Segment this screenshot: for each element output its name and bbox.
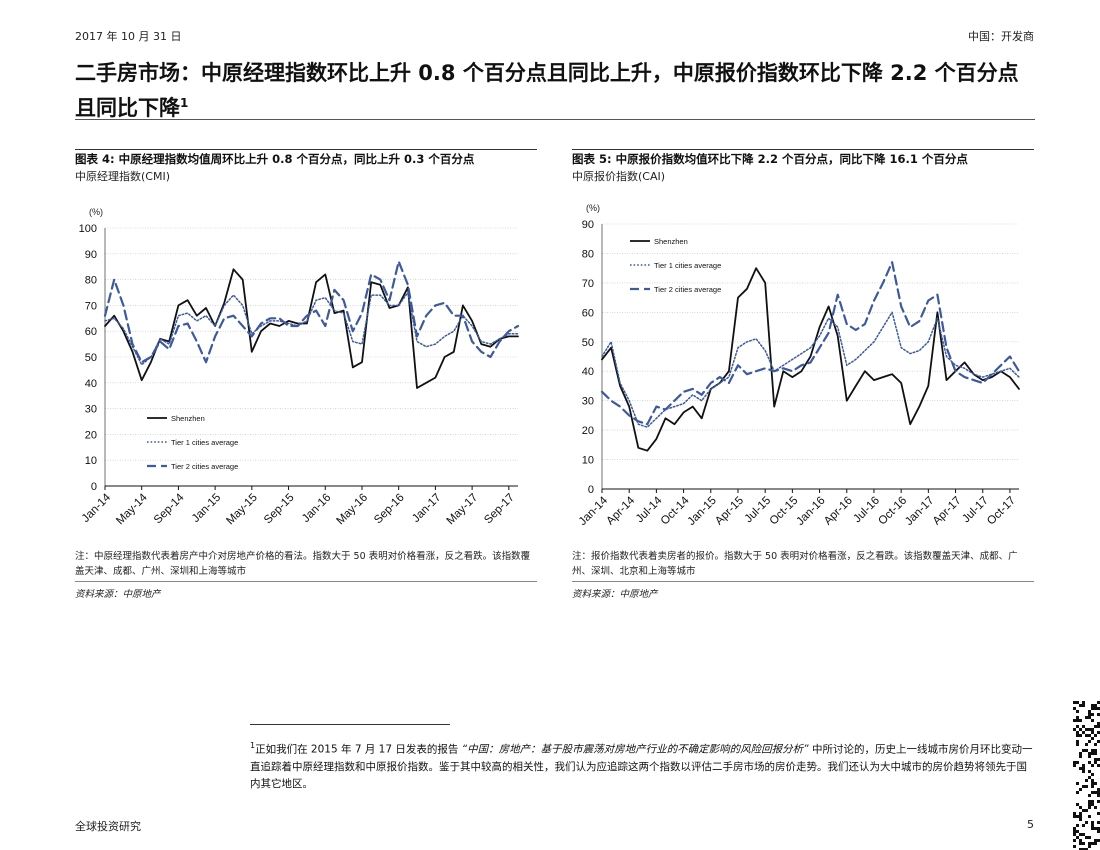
footnote-report-title: “中国：房地产：基于股市震荡对房地产行业的不确定影响的风险回报分析” (461, 743, 809, 756)
x-tick-label: May-17 (445, 492, 481, 528)
y-tick-label: 90 (85, 249, 97, 261)
x-tick-label: Jan-14 (577, 494, 611, 528)
x-tick-label: Jan-17 (903, 495, 936, 528)
footer-left: 全球投资研究 (75, 820, 141, 833)
figure-4-source: 资料来源：中原地产 (75, 589, 161, 600)
y-tick-label: 10 (85, 455, 97, 467)
x-tick-label: Apr-16 (822, 495, 855, 528)
y-tick-label: 90 (582, 219, 594, 231)
figure-5-note: 注：报价指数代表着卖房者的报价。指数大于 50 表明对价格看涨，反之看跌。该指数… (572, 551, 1018, 577)
x-tick-label: Oct-17 (985, 495, 1018, 528)
cai-chart: (%)0102030405060708090Jan-14Apr-14Jul-14… (577, 203, 1021, 528)
legend-label: Tier 1 cities average (171, 438, 238, 447)
figure-4-note: 注：中原经理指数代表着房产中介对房地产价格的看法。指数大于 50 表明对价格看涨… (75, 551, 531, 577)
y-axis-unit-label: (%) (586, 203, 600, 213)
x-tick-label: Apr-15 (713, 495, 746, 528)
x-tick-label: Sep-16 (372, 492, 407, 527)
figure-5-source: 资料来源：中原地产 (572, 589, 658, 600)
x-tick-label: Jan-16 (794, 495, 827, 528)
legend-label: Tier 2 cities average (171, 462, 238, 471)
y-tick-label: 80 (582, 248, 594, 260)
x-tick-label: Jan-15 (190, 492, 223, 525)
y-tick-label: 40 (582, 366, 594, 378)
y-tick-label: 50 (85, 352, 97, 364)
y-tick-label: 40 (85, 378, 97, 390)
x-tick-label: Jan-16 (300, 492, 333, 525)
figure-5-note-rule (572, 581, 1034, 582)
title-rule (75, 119, 1035, 120)
y-tick-label: 70 (85, 300, 97, 312)
y-tick-label: 20 (582, 425, 594, 437)
page-title: 二手房市场：中原经理指数环比上升 0.8 个百分点且同比上升，中原报价指数环比下… (75, 58, 1035, 123)
figure-5-subtitle: 中原报价指数(CAI) (572, 170, 666, 183)
figure-4-note-rule (75, 581, 537, 582)
x-tick-label: Sep-15 (262, 492, 297, 527)
y-axis-unit-label: (%) (89, 207, 103, 217)
footnote-rule (250, 724, 450, 725)
x-tick-label: Apr-17 (931, 495, 964, 528)
figure-4-title: 图表 4: 中原经理指数均值周环比上升 0.8 个百分点，同比上升 0.3 个百… (75, 152, 475, 166)
x-tick-label: Oct-14 (659, 494, 692, 527)
legend-label: Shenzhen (171, 414, 205, 423)
y-tick-label: 80 (85, 275, 97, 287)
x-tick-label: Sep-14 (152, 491, 187, 526)
x-tick-label: Jan-14 (80, 491, 114, 525)
report-category: 中国：开发商 (968, 30, 1034, 43)
x-tick-label: Apr-14 (604, 494, 637, 527)
series-line-tier-2-cities-average (600, 261, 1021, 426)
series-line-shenzhen (104, 268, 519, 389)
x-tick-label: Jan-15 (686, 495, 719, 528)
legend-label: Shenzhen (654, 237, 688, 246)
y-tick-label: 20 (85, 429, 97, 441)
y-tick-label: 30 (85, 404, 97, 416)
x-tick-label: Jan-17 (410, 492, 443, 525)
x-tick-label: May-14 (114, 491, 150, 527)
footnote: 1正如我们在 2015 年 7 月 17 日发表的报告 “中国：房地产：基于股市… (250, 737, 1035, 793)
figure-5-title: 图表 5: 中原报价指数均值环比下降 2.2 个百分点，同比下降 16.1 个百… (572, 152, 968, 166)
page-title-text: 二手房市场：中原经理指数环比上升 0.8 个百分点且同比上升，中原报价指数环比下… (75, 61, 1019, 120)
legend-label: Tier 2 cities average (654, 285, 721, 294)
series-line-tier-1-cities-average (104, 291, 519, 366)
x-tick-label: Sep-17 (482, 492, 517, 527)
series-line-tier-1-cities-average (601, 311, 1020, 428)
page-title-footnote-ref: 1 (180, 96, 189, 110)
footnote-text-after: 中所讨论的，历史上一线城市房价月环比变动一直追踪着中原经理指数和中原报价指数。鉴… (250, 743, 1033, 790)
footnote-text-before: 正如我们在 2015 年 7 月 17 日发表的报告 (255, 743, 459, 756)
y-tick-label: 70 (582, 278, 594, 290)
y-tick-label: 0 (588, 484, 594, 496)
y-tick-label: 10 (582, 455, 594, 467)
report-date: 2017 年 10 月 31 日 (75, 30, 182, 43)
x-tick-label: Oct-16 (876, 495, 909, 528)
legend-label: Tier 1 cities average (654, 261, 721, 270)
y-tick-label: 0 (91, 481, 97, 493)
figure-5-top-rule (572, 149, 1034, 150)
figure-4-subtitle: 中原经理指数(CMI) (75, 170, 170, 183)
figure-4-top-rule (75, 149, 537, 150)
y-tick-label: 30 (582, 396, 594, 408)
x-tick-label: May-16 (334, 492, 370, 528)
page-number: 5 (1027, 818, 1034, 831)
series-line-tier-2-cities-average (103, 260, 520, 364)
y-tick-label: 60 (85, 326, 97, 338)
qr-code-icon (1072, 700, 1100, 850)
x-tick-label: Oct-15 (768, 495, 801, 528)
y-tick-label: 100 (79, 223, 97, 235)
y-tick-label: 60 (582, 307, 594, 319)
series-line-shenzhen (601, 267, 1020, 452)
y-tick-label: 50 (582, 337, 594, 349)
x-tick-label: May-15 (224, 492, 260, 528)
footnote-marker: 1 (250, 741, 256, 750)
